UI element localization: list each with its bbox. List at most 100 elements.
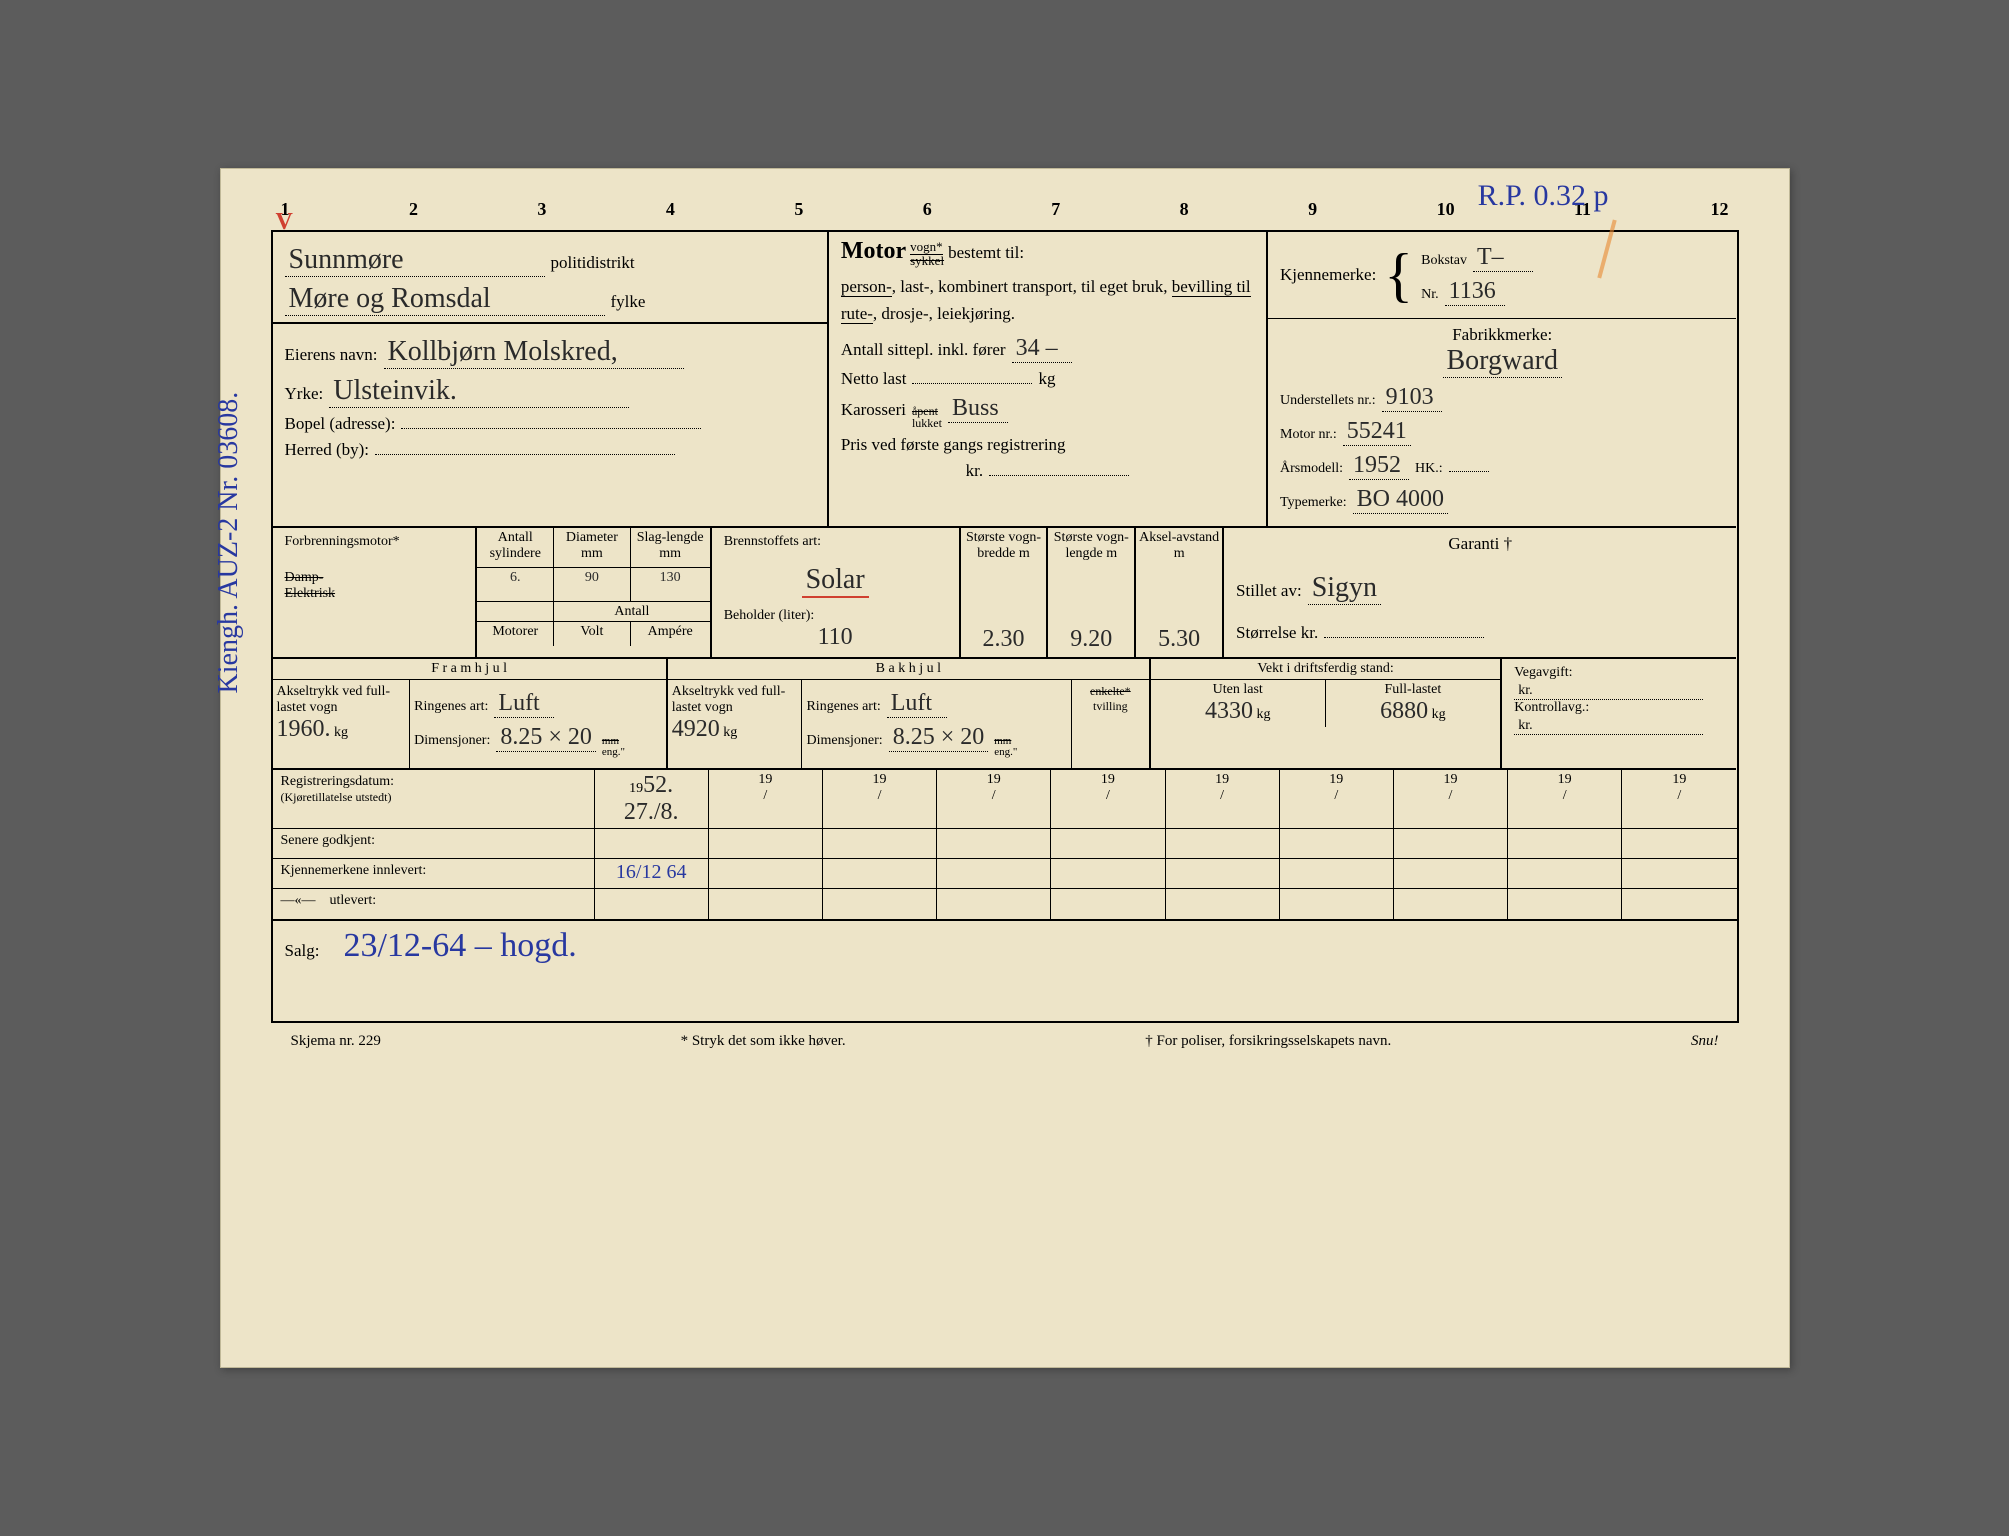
kg: kg [1432, 707, 1446, 722]
stillet-label: Stillet av: [1236, 581, 1302, 601]
bredde-label: Største vogn-bredde m [963, 530, 1045, 562]
diameter: 90 [554, 568, 631, 601]
ring-b: Luft [887, 690, 947, 718]
ruler-tick: 8 [1180, 199, 1189, 220]
eier: Kollbjørn Molskred, [384, 336, 684, 369]
motor-purpose-cell: Motor vogn* sykkel bestemt til: person-,… [829, 232, 1268, 528]
reg-label: Registreringsdatum: [281, 774, 395, 789]
senere-label: Senere godkjent: [273, 829, 595, 858]
fylke: Møre og Romsdal [285, 283, 605, 316]
damp-label: Damp- [285, 570, 464, 586]
fylke-label: fylke [611, 292, 646, 312]
ruler-tick: 4 [666, 199, 675, 220]
y19: 19 [758, 772, 772, 787]
pris-label: Pris ved første gangs registrering [841, 435, 1066, 455]
fram-aksel: 1960. [277, 716, 331, 742]
storrelse [1324, 637, 1484, 638]
ampere-label: Ampére [631, 622, 710, 646]
tvilling: tvilling [1093, 699, 1128, 713]
kg: kg [723, 725, 737, 740]
slag: 130 [631, 568, 710, 601]
understell: 9103 [1382, 384, 1442, 412]
netto [912, 383, 1032, 384]
uten: 4330 [1205, 698, 1253, 724]
beholder: 110 [818, 624, 853, 650]
eng: eng." [602, 746, 625, 758]
innlevert: 16/12 64 [595, 859, 709, 888]
eng: eng." [994, 746, 1017, 758]
y19: 19 [1443, 772, 1457, 787]
utlevert-label: utlevert: [330, 893, 377, 908]
fuel-cell: Brennstoffets art: Solar Beholder (liter… [712, 528, 961, 659]
avgift-cell: Vegavgift: kr. Kontrollavg.: kr. [1502, 659, 1736, 770]
sidebar-annotation: Kiengh. AUZ-2 Nr. 03608. [213, 392, 245, 694]
aksel-cell: Aksel-avstand m 5.30 [1136, 528, 1224, 659]
storrelse-label: Størrelse kr. [1236, 623, 1318, 643]
ring-b-label: Ringenes art: [806, 699, 880, 715]
y19: 19 [1329, 772, 1343, 787]
stillet: Sigyn [1308, 572, 1381, 605]
karosseri: Buss [948, 395, 1008, 423]
ruler-tick: 12 [1711, 199, 1729, 220]
ruler-tick: 5 [794, 199, 803, 220]
enkelte: enkelte* [1090, 684, 1131, 698]
volt-label: Volt [554, 622, 631, 646]
y19: 19 [1558, 772, 1572, 787]
engine-type-cell: Forbrenningsmotor* Damp- Elektrisk [273, 528, 478, 659]
typemerke-label: Typemerke: [1280, 495, 1347, 511]
bak-dim: 8.25 × 20 [889, 724, 989, 752]
bredde: 2.30 [961, 626, 1047, 653]
dia-label: Diameter mm [554, 528, 631, 567]
hk [1449, 471, 1489, 472]
dates-cell: Registreringsdatum: (Kjøretillatelse uts… [273, 770, 1737, 921]
ring-f-label: Ringenes art: [414, 699, 488, 715]
bopel [401, 428, 701, 429]
skjema-nr: Skjema nr. 229 [291, 1033, 381, 1050]
bredde-cell: Største vogn-bredde m 2.30 [961, 528, 1049, 659]
dim-f-label: Dimensjoner: [414, 733, 490, 749]
lengde: 9.20 [1048, 626, 1134, 653]
bakhjul-cell: B a k h j u l Akseltrykk ved full-lastet… [668, 659, 1151, 770]
nr-label: Nr. [1421, 287, 1439, 303]
aksel-label: Aksel-avstand m [1138, 530, 1220, 562]
stryk-note: * Stryk det som ikke høver. [681, 1033, 846, 1050]
pris [989, 475, 1129, 476]
politidistrikt: Sunnmøre [285, 244, 545, 277]
lengde-cell: Største vogn-lengde m 9.20 [1048, 528, 1136, 659]
ruler-tick: 6 [923, 199, 932, 220]
sylindere: 6. [477, 568, 554, 601]
kontroll-kr: kr. [1514, 718, 1703, 735]
fabrikk-label: Fabrikkmerke: [1280, 325, 1724, 345]
framhjul-cell: F r a m h j u l Akseltrykk ved full-last… [273, 659, 668, 770]
lukket: lukket [912, 416, 942, 430]
vekt-label: Vekt i driftsferdig stand: [1151, 659, 1500, 680]
yrke-label: Yrke: [285, 384, 324, 404]
bopel-label: Bopel (adresse): [285, 414, 396, 434]
salg-label: Salg: [285, 941, 320, 960]
kontroll-label: Kontrollavg.: [1514, 700, 1724, 716]
form-grid: Sunnmøre politidistrikt Møre og Romsdal … [271, 230, 1739, 1023]
reg-date: 27./8. [624, 799, 679, 825]
elektrisk-label: Elektrisk [285, 586, 464, 602]
ruler-tick: 2 [409, 199, 418, 220]
ruler-tick: 7 [1051, 199, 1060, 220]
bak-aksel: 4920 [672, 716, 720, 742]
beholder-label: Beholder (liter): [724, 608, 947, 624]
y19: 19 [1672, 772, 1686, 787]
antall-label: Antall [554, 602, 710, 621]
vegavgift-kr: kr. [1514, 683, 1703, 700]
garanti-label: Garanti † [1236, 534, 1724, 554]
bokstav: T– [1473, 244, 1533, 272]
ruler-tick: 9 [1308, 199, 1317, 220]
garanti-cell: Garanti † Stillet av: Sigyn Størrelse kr… [1224, 528, 1736, 659]
vekt-cell: Vekt i driftsferdig stand: Uten last 433… [1151, 659, 1502, 770]
reg-sub: (Kjøretillatelse utstedt) [281, 790, 392, 804]
motorer-label: Motorer [477, 622, 554, 646]
typemerke: BO 4000 [1353, 486, 1448, 514]
ruler-tick: 3 [537, 199, 546, 220]
aksel: 5.30 [1136, 626, 1222, 653]
dash: —«— [281, 893, 316, 908]
fabrikk: Borgward [1443, 345, 1562, 378]
aksel-f-label: Akseltrykk ved full-lastet vogn [277, 684, 406, 716]
fram-dim: 8.25 × 20 [496, 724, 596, 752]
